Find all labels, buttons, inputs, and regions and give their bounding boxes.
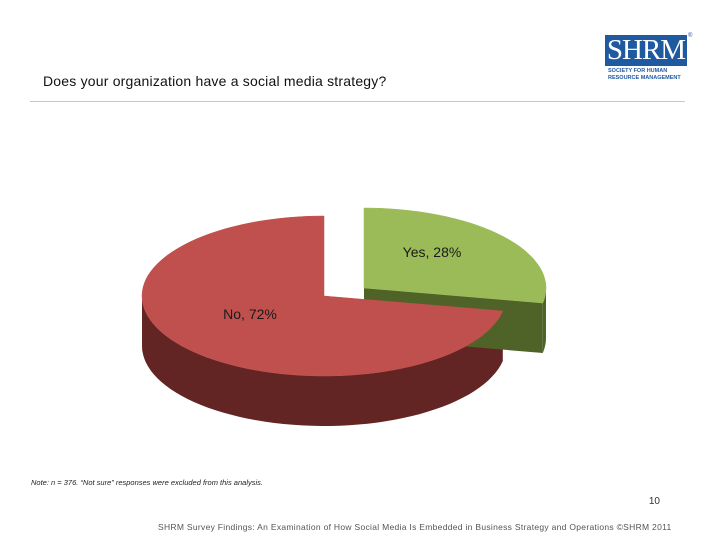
- shrm-logo-tagline: SOCIETY FOR HUMAN RESOURCE MANAGEMENT: [608, 68, 690, 81]
- page-number: 10: [648, 496, 660, 507]
- pie-wall-yes: [542, 288, 546, 353]
- page-title: Does your organization have a social med…: [43, 73, 387, 89]
- shrm-logo-wordmark: SHRM: [605, 34, 687, 66]
- pie-tops: [141, 207, 547, 377]
- chart-note: Note: n = 376. “Not sure” responses were…: [31, 478, 263, 487]
- tagline-line-2: RESOURCE MANAGEMENT: [608, 74, 681, 81]
- pie-wall-no: [142, 296, 503, 426]
- shrm-logo: SHRM ® SOCIETY FOR HUMAN RESOURCE MANAGE…: [605, 33, 693, 85]
- title-divider: [30, 101, 685, 102]
- data-label-yes: Yes, 28%: [403, 244, 462, 260]
- data-label-no: No, 72%: [223, 306, 277, 322]
- footer-text: SHRM Survey Findings: An Examination of …: [158, 522, 672, 532]
- registered-mark: ®: [688, 33, 693, 39]
- pie-slice-no: [141, 215, 504, 377]
- pie-slice-yes: [363, 207, 547, 304]
- tagline-line-1: SOCIETY FOR HUMAN: [608, 68, 668, 74]
